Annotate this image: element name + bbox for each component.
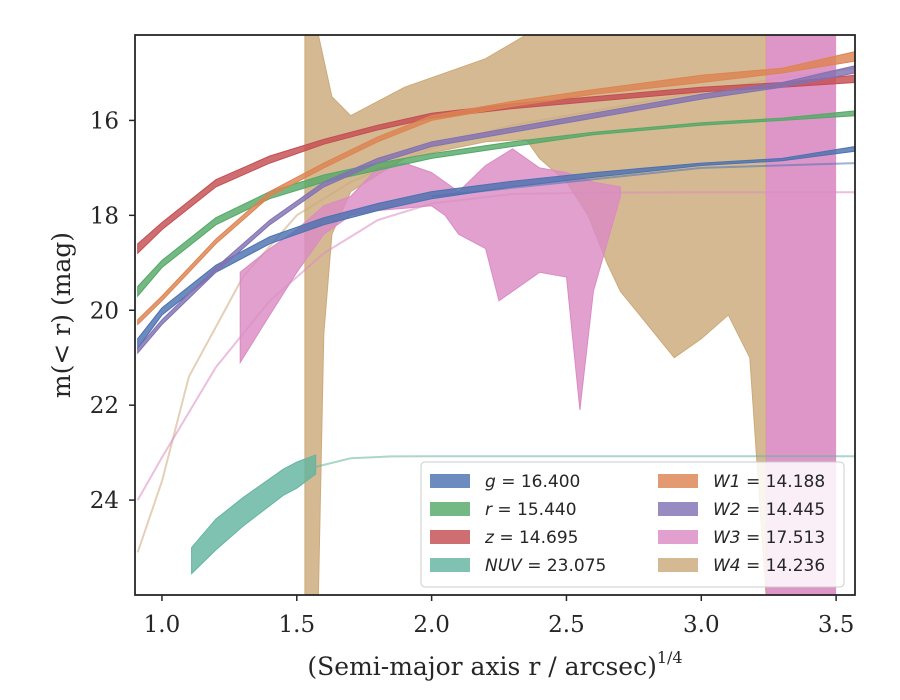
legend-swatch — [430, 474, 470, 488]
series-w3-line — [136, 191, 855, 501]
legend-swatch — [430, 502, 470, 516]
x-tick-label: 3.0 — [683, 612, 720, 638]
x-tick-label: 1.0 — [144, 612, 181, 638]
y-tick-label: 18 — [90, 203, 119, 229]
series-w1 — [137, 51, 855, 326]
x-tick-label: 1.5 — [279, 612, 316, 638]
legend-label: W1 = 14.188 — [713, 472, 825, 492]
x-tick-label: 2.0 — [413, 612, 450, 638]
legend: g = 16.400 r = 15.440 z = 14.695 NUV = 23.0… — [420, 461, 845, 588]
legend-label: g = 16.400 — [485, 472, 580, 492]
series-w1-band — [137, 51, 855, 326]
legend-label: NUV = 23.075 — [485, 556, 606, 576]
legend-item-nuv: NUV = 23.075 — [430, 556, 606, 576]
series-w2-band — [137, 65, 855, 355]
legend-swatch — [430, 530, 470, 544]
x-tick-label: 2.5 — [548, 612, 585, 638]
legend-swatch — [430, 558, 470, 572]
series-w2 — [137, 65, 855, 355]
plot-area — [136, 35, 855, 595]
series-w3-band — [239, 148, 621, 410]
series-z — [137, 74, 855, 255]
legend-box — [420, 461, 845, 588]
axis-ticks: 1.0 1.5 2.0 2.5 3.0 3.5 16 18 20 22 24 — [90, 108, 855, 638]
y-tick-label: 24 — [90, 488, 119, 514]
y-axis-label: m(< r) (mag) — [47, 232, 76, 398]
legend-item-w3: W3 = 17.513 — [658, 528, 825, 548]
legend-label: z = 14.695 — [484, 528, 578, 548]
legend-item-w2: W2 = 14.445 — [658, 500, 825, 520]
legend-label: W3 = 17.513 — [713, 528, 825, 548]
legend-label: W4 = 14.236 — [713, 556, 825, 576]
series-g — [137, 145, 855, 350]
legend-item-g: g = 16.400 — [430, 472, 580, 492]
y-tick-label: 16 — [90, 108, 119, 134]
y-tick-label: 20 — [90, 298, 119, 324]
legend-label: W2 = 14.445 — [713, 500, 825, 520]
x-tick-label: 3.5 — [818, 612, 855, 638]
legend-swatch — [658, 530, 698, 544]
legend-item-r: r = 15.440 — [430, 500, 577, 520]
series-nuv-band — [191, 454, 317, 575]
legend-swatch — [658, 474, 698, 488]
legend-label: r = 15.440 — [485, 500, 577, 520]
series-nuv — [191, 454, 855, 575]
legend-swatch — [658, 502, 698, 516]
x-axis-label: (Semi-major axis r / arcsec)1/4 — [307, 648, 682, 681]
legend-item-w1: W1 = 14.188 — [658, 472, 825, 492]
legend-item-z: z = 14.695 — [430, 528, 578, 548]
series-nuv-line — [315, 455, 855, 468]
y-tick-label: 22 — [90, 393, 119, 419]
series-z-band — [137, 74, 855, 255]
plot-frame — [134, 34, 856, 596]
legend-swatch — [658, 558, 698, 572]
legend-item-w4: W4 = 14.236 — [658, 556, 825, 576]
series-g-band — [137, 145, 855, 350]
